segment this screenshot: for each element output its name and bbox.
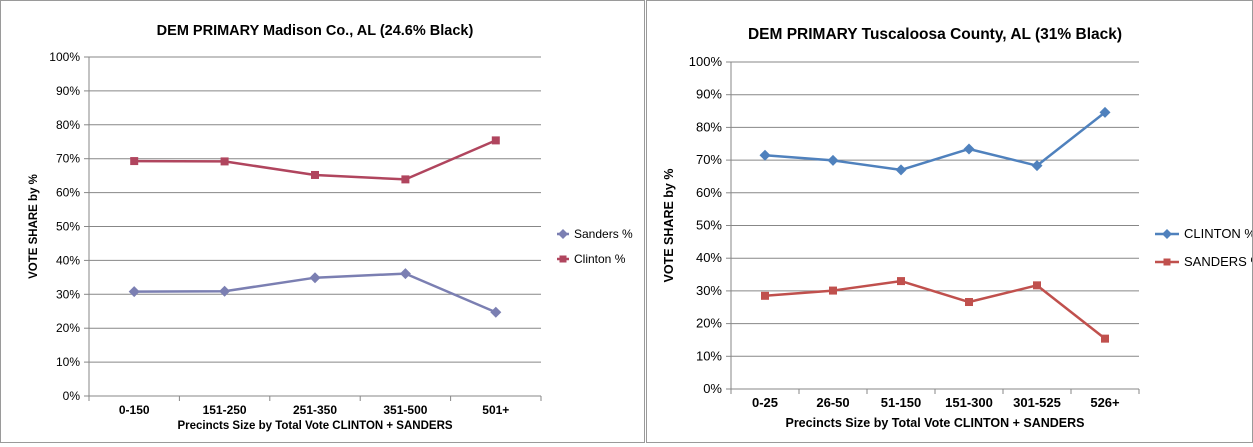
data-point <box>219 285 231 297</box>
x-tick-label: 351-500 <box>383 403 427 417</box>
y-axis-title: VOTE SHARE by % <box>28 174 40 279</box>
madison-chart-panel: DEM PRIMARY Madison Co., AL (24.6% Black… <box>0 0 645 443</box>
data-point <box>897 277 905 286</box>
x-tick-label: 526+ <box>1090 395 1120 410</box>
data-point <box>829 286 837 295</box>
data-point <box>401 175 410 184</box>
legend-label: Clinton % <box>574 252 626 266</box>
x-tick-label: 301-525 <box>1013 395 1061 410</box>
y-tick-label: 20% <box>56 321 80 335</box>
data-point <box>1101 334 1109 343</box>
data-point <box>490 306 502 318</box>
data-point <box>895 164 907 176</box>
x-tick-label: 26-50 <box>816 395 849 410</box>
legend-label: Sanders % <box>574 227 633 241</box>
tuscaloosa-chart-panel: DEM PRIMARY Tuscaloosa County, AL (31% B… <box>646 0 1253 443</box>
y-tick-label: 100% <box>689 54 723 69</box>
data-point <box>1031 160 1043 172</box>
y-tick-label: 10% <box>56 355 80 369</box>
y-tick-label: 40% <box>56 253 80 267</box>
data-point <box>965 298 973 307</box>
x-tick-label: 0-25 <box>752 395 778 410</box>
data-point <box>309 272 321 284</box>
data-point <box>761 291 769 300</box>
y-tick-label: 60% <box>56 186 80 200</box>
data-point <box>399 268 411 280</box>
data-point <box>220 157 229 166</box>
legend-label: CLINTON % <box>1184 226 1252 241</box>
y-tick-label: 80% <box>56 118 80 132</box>
legend-label: SANDERS % <box>1184 254 1252 269</box>
y-tick-label: 30% <box>56 287 80 301</box>
y-tick-label: 60% <box>696 185 722 200</box>
series-line <box>764 279 1106 340</box>
y-tick-label: 10% <box>696 348 722 363</box>
x-tick-label: 151-250 <box>203 403 247 417</box>
x-tick-label: 51-150 <box>881 395 921 410</box>
data-point <box>963 143 975 155</box>
data-point <box>1099 106 1111 118</box>
y-tick-label: 30% <box>696 283 722 298</box>
y-tick-label: 50% <box>696 218 722 233</box>
y-tick-label: 90% <box>696 87 722 102</box>
x-axis-title: Precincts Size by Total Vote CLINTON + S… <box>177 420 452 432</box>
data-point <box>491 136 500 145</box>
x-axis-title: Precincts Size by Total Vote CLINTON + S… <box>785 416 1084 430</box>
data-point <box>827 154 839 166</box>
legend-marker <box>558 229 568 239</box>
legend-marker <box>559 255 567 263</box>
data-point <box>130 157 139 166</box>
data-point <box>128 286 140 298</box>
y-tick-label: 0% <box>703 381 722 396</box>
chart-title: DEM PRIMARY Madison Co., AL (24.6% Black… <box>157 23 474 39</box>
y-tick-label: 0% <box>63 389 81 403</box>
x-tick-label: 501+ <box>482 403 509 417</box>
chart-svg: DEM PRIMARY Madison Co., AL (24.6% Black… <box>28 23 633 432</box>
y-axis-title: VOTE SHARE by % <box>662 169 676 283</box>
y-tick-label: 70% <box>56 152 80 166</box>
series-line <box>764 111 1106 172</box>
data-point <box>1033 281 1041 290</box>
y-tick-label: 40% <box>696 250 722 265</box>
data-point <box>311 170 319 179</box>
chart-svg: DEM PRIMARY Tuscaloosa County, AL (31% B… <box>662 26 1253 430</box>
data-point <box>759 149 771 161</box>
y-tick-label: 70% <box>696 152 722 167</box>
y-tick-label: 20% <box>696 316 722 331</box>
y-tick-label: 90% <box>56 84 80 98</box>
legend-marker <box>1163 258 1171 266</box>
legend-marker <box>1162 229 1172 239</box>
x-tick-label: 151-300 <box>945 395 993 410</box>
y-tick-label: 50% <box>56 220 80 234</box>
chart-title: DEM PRIMARY Tuscaloosa County, AL (31% B… <box>748 26 1122 43</box>
x-tick-label: 251-350 <box>293 403 337 417</box>
y-tick-label: 80% <box>696 119 722 134</box>
y-tick-label: 100% <box>49 50 80 64</box>
x-tick-label: 0-150 <box>119 403 150 417</box>
